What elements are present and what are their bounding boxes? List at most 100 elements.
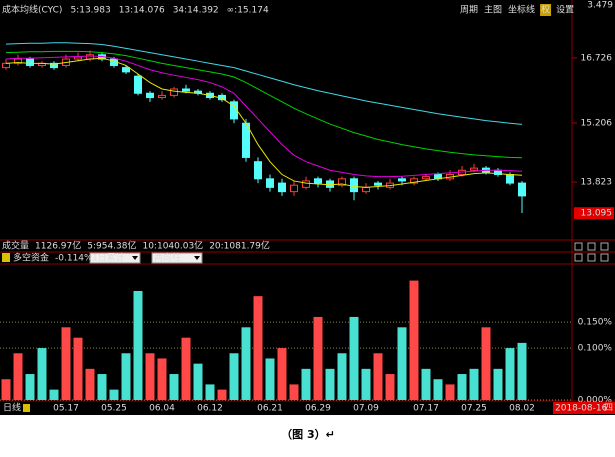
bar [13, 353, 23, 400]
x-tick-label: 06.29 [305, 404, 331, 414]
zoom-icon[interactable] [574, 253, 583, 262]
bar [493, 368, 503, 400]
bar [253, 296, 263, 400]
bar [205, 384, 215, 400]
bar [97, 374, 107, 400]
close-icon[interactable] [600, 253, 609, 262]
y-tick-label: 0.100% [578, 344, 613, 354]
candle-body [74, 56, 82, 60]
bar [433, 379, 443, 400]
x-tick-label: 05.17 [53, 404, 79, 414]
y-tick-label: 16.726 [581, 53, 613, 63]
x-tick-label: 08.02 [509, 404, 535, 414]
x-tick-label: 06.21 [257, 404, 283, 414]
x-tick-label: 07.09 [353, 404, 379, 414]
dropdown[interactable] [151, 252, 203, 264]
candle-body [302, 180, 310, 188]
bar [445, 384, 455, 400]
zoom-icon[interactable] [587, 242, 596, 251]
bar [361, 368, 371, 400]
panel-title: 多空资金 [13, 252, 49, 264]
bar [85, 368, 95, 400]
ma-line [5, 50, 523, 159]
bar [313, 316, 323, 400]
candle-body [470, 167, 478, 171]
date-label: 2018-08-16 [555, 404, 608, 414]
candle-body [398, 178, 406, 182]
last-price-box [574, 207, 614, 220]
dropdown-label[interactable]: 1日累计 [92, 252, 125, 264]
dropdown[interactable] [89, 252, 141, 264]
candle-body [278, 182, 286, 193]
close-icon[interactable] [600, 242, 609, 251]
background [0, 0, 615, 415]
volume-ma: 20:1081.79亿 [209, 240, 270, 252]
x-tick-label: 05.25 [101, 404, 127, 414]
candle-body [26, 58, 34, 66]
bar [73, 337, 83, 400]
bar [409, 280, 419, 400]
y-tick-label: 0.000% [578, 396, 613, 406]
bar [169, 374, 179, 400]
bar [1, 379, 11, 400]
candle-body [2, 62, 10, 69]
bar [481, 327, 491, 400]
toolbar-highlight [540, 4, 552, 16]
toolbar-item[interactable]: 主图 [484, 4, 502, 16]
bar [145, 353, 155, 400]
period-icon[interactable] [23, 404, 30, 412]
legend-entry: 5:13.983 [70, 6, 110, 16]
volume-label: 成交量 [2, 240, 29, 252]
bar [25, 374, 35, 400]
x-tick-label: 06.04 [149, 404, 175, 414]
candle-body [170, 88, 178, 96]
bar [265, 358, 275, 400]
candle-body [290, 184, 298, 193]
toolbar-item[interactable]: 权 [541, 4, 550, 16]
volume-total: 1126.97亿 [35, 240, 81, 252]
bar [469, 368, 479, 400]
x-tick-label: 07.25 [461, 404, 487, 414]
bar [37, 348, 47, 400]
dropdown-arrow[interactable] [132, 256, 138, 260]
legend-entry: 13:14.076 [119, 6, 165, 16]
candle-body [254, 161, 262, 180]
bar [217, 389, 227, 400]
y-tick-label: 15.206 [581, 118, 613, 128]
bar [337, 353, 347, 400]
bar [301, 368, 311, 400]
bar [241, 327, 251, 400]
bar [277, 348, 287, 400]
candle-body [518, 182, 526, 197]
toolbar-item[interactable]: 周期 [460, 5, 478, 16]
ma-line [5, 55, 523, 178]
dropdown-label[interactable]: 两向柱 [154, 252, 181, 264]
caption: （图 3）↵ [281, 428, 335, 441]
panel-value: -0.114% [55, 254, 93, 264]
toolbar-item[interactable]: 坐标线 [508, 4, 535, 16]
ma-line [5, 42, 523, 125]
candle-body [50, 62, 58, 69]
legend-entry: 34:14.392 [173, 6, 219, 16]
help-icon[interactable] [2, 253, 10, 262]
zoom-icon[interactable] [574, 242, 583, 251]
dropdown-arrow[interactable] [194, 256, 200, 260]
bar [397, 327, 407, 400]
candle-body [122, 67, 130, 73]
candle-body [14, 58, 22, 64]
candle-body [374, 182, 382, 186]
bar [229, 353, 239, 400]
bar [109, 389, 119, 400]
weekday-label: 四 [604, 404, 613, 414]
bar [385, 374, 395, 400]
bar [517, 342, 527, 400]
candle-body [350, 178, 358, 193]
zoom-icon[interactable] [587, 253, 596, 262]
legend-entry: ∞:15.174 [227, 6, 269, 16]
bar [121, 353, 131, 400]
bar [49, 389, 59, 400]
candle-body [338, 178, 346, 186]
toolbar-item[interactable]: 设置 [556, 5, 574, 16]
